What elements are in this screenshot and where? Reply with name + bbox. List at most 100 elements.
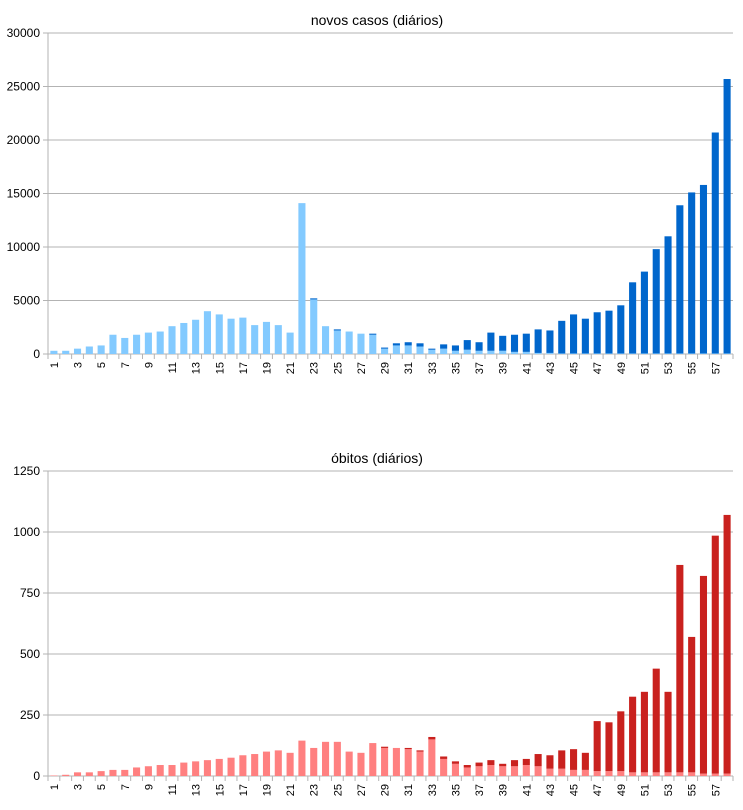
new-cases-bar-13-series-0 <box>192 319 200 354</box>
deaths-x-tick-label: 53 <box>663 784 675 796</box>
deaths-bar-47-series-1 <box>593 721 601 772</box>
new-cases-bar-33-series-1 <box>428 348 436 350</box>
new-cases-bar-19-series-0 <box>262 321 271 354</box>
deaths-bar-51-series-1 <box>640 691 648 773</box>
new-cases-bars <box>50 79 731 354</box>
deaths-x-tick-label: 9 <box>143 784 155 790</box>
deaths-bar-55-series-0 <box>688 772 696 776</box>
new-cases-bar-34-series-1 <box>440 344 448 349</box>
new-cases-bar-58-series-0 <box>723 353 731 354</box>
new-cases-x-tick-label: 51 <box>639 362 651 374</box>
new-cases-x-tick-label: 29 <box>380 362 392 374</box>
deaths-bar-41-series-1 <box>522 758 530 766</box>
deaths-bars <box>50 514 731 776</box>
new-cases-y-tick-label: 15000 <box>7 187 41 201</box>
new-cases-bar-29-series-1 <box>381 347 389 349</box>
deaths-bar-32-series-0 <box>416 751 424 776</box>
deaths-bar-47-series-0 <box>593 771 601 776</box>
deaths-bar-58-series-0 <box>723 773 731 776</box>
new-cases-bar-57-series-1 <box>711 132 719 354</box>
deaths-bar-29-series-1 <box>381 746 389 748</box>
deaths-x-tick-label: 41 <box>521 784 533 796</box>
deaths-bar-27-series-0 <box>357 752 365 776</box>
new-cases-x-tick-label: 31 <box>403 362 415 374</box>
new-cases-bar-54-series-0 <box>676 353 684 354</box>
new-cases-x-tick-label: 5 <box>96 362 108 368</box>
deaths-bar-6-series-0 <box>109 769 117 776</box>
deaths-bar-55-series-1 <box>688 636 696 773</box>
deaths-x-tick-label: 23 <box>309 784 321 796</box>
new-cases-bar-35-series-1 <box>451 345 459 351</box>
new-cases-bar-40-series-0 <box>510 351 519 354</box>
deaths-bar-50-series-1 <box>629 696 637 773</box>
new-cases-x-tick-label: 23 <box>309 362 321 374</box>
deaths-bar-57-series-1 <box>711 535 719 774</box>
deaths-bar-20-series-0 <box>274 750 282 776</box>
deaths-bar-31-series-0 <box>404 749 412 776</box>
deaths-x-tick-label: 3 <box>73 784 85 790</box>
new-cases-bar-29-series-0 <box>381 348 389 354</box>
deaths-bar-35-series-1 <box>451 761 459 764</box>
new-cases-bar-41-series-0 <box>522 351 530 354</box>
new-cases-x-tick-label: 43 <box>545 362 557 374</box>
new-cases-bar-55-series-1 <box>688 192 696 354</box>
new-cases-x-tick-label: 11 <box>167 362 179 373</box>
deaths-bar-3-series-0 <box>73 772 82 776</box>
new-cases-bar-43-series-0 <box>546 352 554 354</box>
new-cases-bar-30-series-0 <box>392 345 400 354</box>
deaths-bar-16-series-0 <box>227 757 235 776</box>
new-cases-x-tick-label: 21 <box>285 362 297 374</box>
new-cases-bar-51-series-1 <box>640 271 648 354</box>
new-cases-bar-23-series-1 <box>310 298 318 300</box>
deaths-x-tick-label: 31 <box>403 784 415 796</box>
new-cases-bar-6-series-0 <box>109 334 117 354</box>
deaths-bar-58-series-1 <box>723 514 731 774</box>
deaths-bar-5-series-0 <box>97 771 105 776</box>
deaths-x-tick-label: 25 <box>332 784 344 796</box>
new-cases-bar-54-series-1 <box>676 205 684 354</box>
deaths-x-tick-label: 29 <box>380 784 392 796</box>
new-cases-bar-44-series-1 <box>558 320 566 354</box>
deaths-bar-56-series-1 <box>699 575 708 774</box>
new-cases-chart: novos casos (diários) 0 5000 10000 15000 200… <box>7 12 734 374</box>
new-cases-bar-45-series-1 <box>570 314 578 354</box>
deaths-bar-32-series-1 <box>416 750 424 752</box>
deaths-x-tick-label: 5 <box>96 784 108 790</box>
new-cases-bar-38-series-1 <box>487 332 495 351</box>
new-cases-bar-53-series-1 <box>664 236 672 354</box>
deaths-bar-28-series-0 <box>369 743 377 776</box>
deaths-bar-53-series-0 <box>664 772 672 776</box>
new-cases-bar-39-series-0 <box>499 350 507 354</box>
new-cases-bar-44-series-0 <box>558 353 566 354</box>
deaths-bar-50-series-0 <box>629 772 637 776</box>
new-cases-bar-3-series-0 <box>73 348 82 354</box>
deaths-x-tick-label: 15 <box>214 784 226 796</box>
new-cases-bar-47-series-1 <box>593 312 601 354</box>
new-cases-bar-42-series-0 <box>534 352 542 354</box>
deaths-bar-18-series-0 <box>251 754 259 776</box>
new-cases-y-tick-label: 30000 <box>7 26 41 40</box>
new-cases-bar-28-series-1 <box>369 333 377 335</box>
new-cases-bar-47-series-0 <box>593 353 601 354</box>
deaths-x-tick-label: 1 <box>49 784 61 790</box>
deaths-bar-12-series-0 <box>180 762 188 776</box>
deaths-bar-9-series-0 <box>144 766 152 776</box>
deaths-x-tick-label: 35 <box>450 784 462 796</box>
new-cases-bar-33-series-0 <box>428 349 436 354</box>
new-cases-bar-52-series-0 <box>652 353 660 354</box>
new-cases-x-tick-label: 9 <box>143 362 155 368</box>
deaths-bar-40-series-1 <box>510 760 519 767</box>
deaths-bar-10-series-0 <box>156 765 164 776</box>
deaths-bar-22-series-0 <box>298 740 306 776</box>
deaths-bar-7-series-0 <box>121 769 129 776</box>
new-cases-bar-26-series-0 <box>345 331 353 354</box>
new-cases-bar-31-series-1 <box>404 342 412 346</box>
new-cases-bar-31-series-0 <box>404 345 412 354</box>
new-cases-bar-21-series-0 <box>286 332 294 354</box>
deaths-bar-54-series-1 <box>676 564 684 773</box>
deaths-x-tick-label: 11 <box>167 784 179 795</box>
new-cases-x-tick-label: 57 <box>710 362 722 374</box>
deaths-bar-23-series-0 <box>310 747 318 776</box>
new-cases-bar-45-series-0 <box>570 353 578 354</box>
